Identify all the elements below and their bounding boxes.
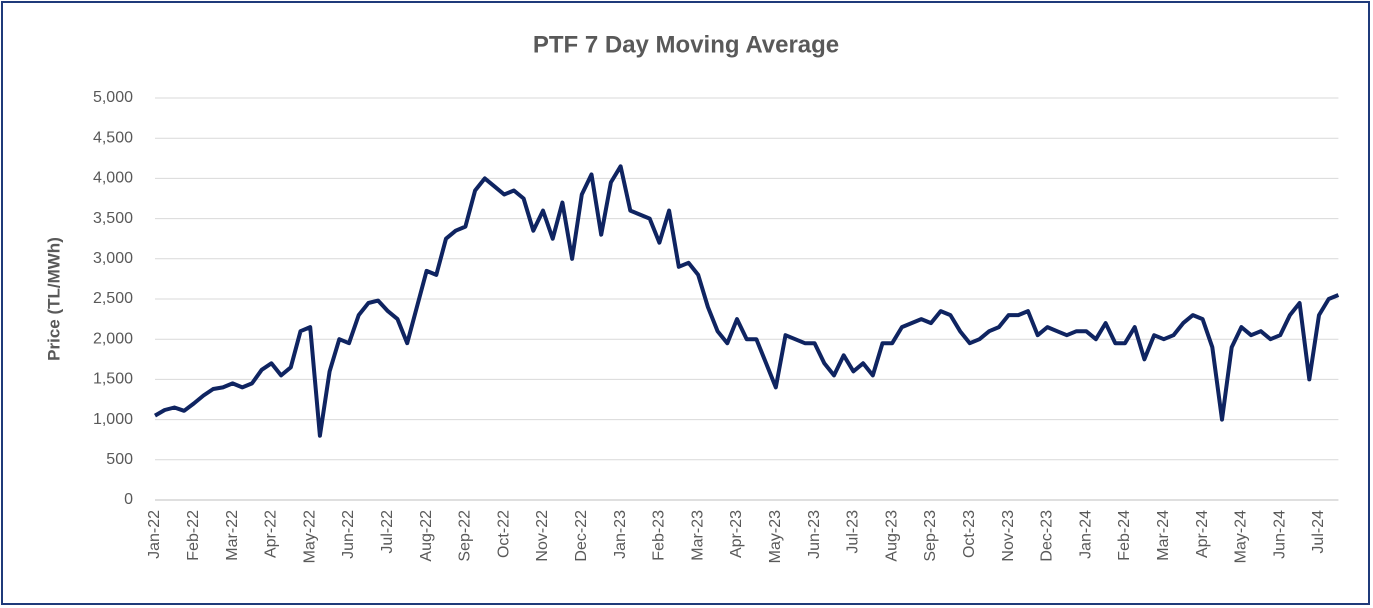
y-tick-label: 0 [124,491,133,508]
y-tick-label: 3,000 [93,250,133,267]
y-tick-label: 2,500 [93,290,133,307]
chart-title: PTF 7 Day Moving Average [533,31,839,58]
x-tick-label: Jul-23 [845,510,862,554]
x-tick-label: Jul-22 [379,510,396,554]
x-tick-label: Aug-23 [883,510,900,562]
x-tick-label: Feb-23 [651,510,668,561]
x-tick-label: Jul-24 [1310,510,1327,554]
y-tick-label: 500 [106,451,133,468]
x-tick-label: Dec-22 [573,510,590,562]
y-tick-label: 4,500 [93,129,133,146]
x-tick-label: Sep-23 [922,510,939,562]
x-tick-label: Jun-22 [340,510,357,559]
x-tick-label: Jun-24 [1271,510,1288,559]
x-tick-label: Apr-24 [1194,510,1211,558]
x-tick-label: Dec-23 [1039,510,1056,562]
x-tick-label: Jan-23 [612,510,629,559]
x-tick-label: Jan-22 [146,510,163,559]
x-tick-label: Apr-23 [728,510,745,558]
y-tick-label: 2,000 [93,330,133,347]
y-tick-label: 3,500 [93,210,133,227]
x-tick-label: Oct-23 [961,510,978,558]
x-tick-label: May-22 [301,510,318,563]
x-tick-label: Mar-23 [689,510,706,561]
y-tick-label: 4,000 [93,170,133,187]
x-tick-label: Aug-22 [418,510,435,562]
x-tick-label: Mar-24 [1155,510,1172,561]
x-tick-label: Mar-22 [224,510,241,561]
x-tick-label: Feb-24 [1116,510,1133,561]
y-tick-label: 5,000 [93,89,133,106]
y-tick-label: 1,500 [93,371,133,388]
x-tick-label: Feb-22 [185,510,202,561]
x-tick-label: Oct-22 [495,510,512,558]
y-axis-label: Price (TL/MWh) [44,237,63,361]
y-tick-label: 1,000 [93,411,133,428]
data-line [154,164,1340,438]
x-tick-label: Nov-22 [534,510,551,562]
x-tick-label: Apr-22 [263,510,280,558]
x-tick-label: Nov-23 [1000,510,1017,562]
x-tick-label: Jun-23 [806,510,823,559]
x-tick-label: Jan-24 [1077,510,1094,559]
x-tick-label: Sep-22 [457,510,474,562]
x-tick-label: May-24 [1233,510,1250,563]
x-tick-label: May-23 [767,510,784,563]
